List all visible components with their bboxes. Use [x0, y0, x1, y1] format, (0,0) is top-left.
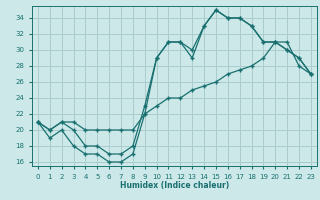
X-axis label: Humidex (Indice chaleur): Humidex (Indice chaleur) [120, 181, 229, 190]
